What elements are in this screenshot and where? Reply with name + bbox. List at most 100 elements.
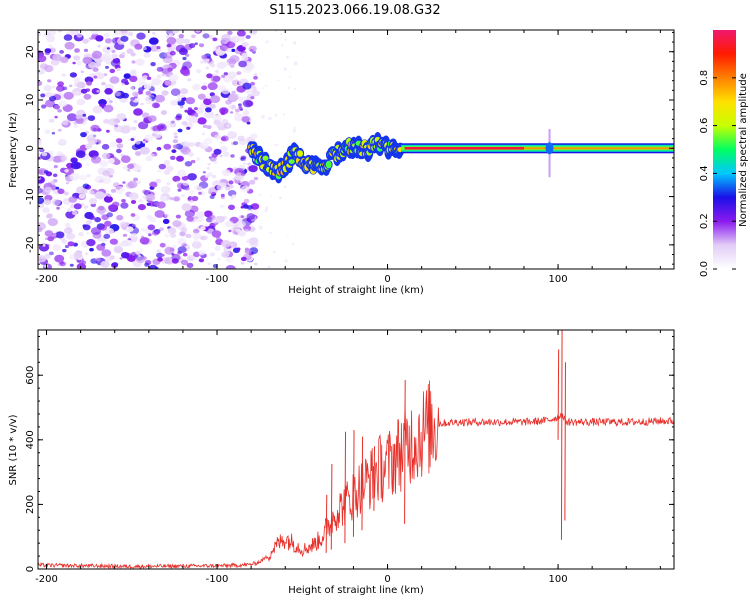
noise-speckle xyxy=(165,165,174,172)
noise-speckle xyxy=(214,134,222,140)
noise-speckle xyxy=(181,97,187,102)
noise-speckle xyxy=(283,185,287,189)
noise-speckle xyxy=(54,115,58,119)
noise-speckle xyxy=(207,262,211,265)
noise-speckle xyxy=(52,173,58,178)
noise-speckle xyxy=(131,126,137,131)
noise-speckle xyxy=(55,231,65,239)
noise-speckle xyxy=(173,132,178,136)
noise-speckle xyxy=(60,56,69,64)
noise-speckle xyxy=(274,30,277,33)
noise-speckle xyxy=(73,251,82,258)
noise-speckle xyxy=(54,104,60,110)
noise-speckle xyxy=(180,94,186,99)
noise-speckle xyxy=(129,75,138,83)
noise-speckle xyxy=(259,72,262,75)
noise-speckle xyxy=(44,129,51,135)
noise-speckle xyxy=(79,174,87,181)
noise-speckle xyxy=(127,180,138,189)
noise-speckle xyxy=(73,124,79,128)
noise-speckle xyxy=(242,162,247,166)
noise-speckle xyxy=(192,83,202,91)
noise-speckle xyxy=(202,171,206,174)
noise-speckle xyxy=(48,251,54,256)
noise-speckle xyxy=(188,43,196,49)
noise-speckle xyxy=(192,232,202,240)
noise-speckle xyxy=(130,233,138,239)
noise-speckle xyxy=(122,233,128,237)
track-band-peak xyxy=(404,146,524,150)
noise-speckle xyxy=(170,99,178,106)
noise-speckle xyxy=(57,109,62,113)
noise-speckle xyxy=(229,241,237,248)
noise-speckle xyxy=(156,252,164,258)
noise-speckle xyxy=(102,177,111,185)
y-tick-label: 400 xyxy=(25,430,36,449)
noise-speckle xyxy=(61,120,69,126)
spectrogram-frame xyxy=(37,29,675,270)
noise-speckle xyxy=(198,43,205,48)
noise-speckle xyxy=(219,154,223,158)
noise-speckle xyxy=(216,184,225,191)
noise-speckle xyxy=(180,146,191,155)
noise-speckle xyxy=(121,78,129,84)
noise-speckle xyxy=(279,196,282,200)
noise-speckle xyxy=(198,250,206,256)
noise-speckle xyxy=(145,155,153,162)
y-tick-label: 20 xyxy=(25,45,36,58)
noise-speckle xyxy=(127,31,134,37)
noise-speckle xyxy=(185,233,192,239)
noise-speckle xyxy=(248,30,258,35)
noise-speckle xyxy=(80,88,88,94)
track-band-peak xyxy=(523,147,674,150)
noise-speckle xyxy=(199,142,209,150)
noise-speckle xyxy=(244,229,249,232)
noise-speckle xyxy=(75,114,82,120)
noise-speckle xyxy=(76,33,83,38)
noise-speckle xyxy=(186,126,191,130)
noise-speckle xyxy=(134,140,141,145)
noise-speckle xyxy=(139,146,150,155)
noise-speckle xyxy=(43,84,52,92)
spectrogram-noise xyxy=(38,30,298,269)
noise-speckle xyxy=(197,93,206,100)
y-tick-label: -20 xyxy=(25,237,36,253)
noise-speckle xyxy=(64,222,71,228)
noise-speckle xyxy=(147,224,156,231)
noise-speckle xyxy=(172,244,177,249)
noise-speckle xyxy=(186,215,194,222)
noise-speckle xyxy=(228,93,239,102)
noise-speckle xyxy=(221,61,230,67)
noise-speckle xyxy=(151,102,160,109)
noise-speckle xyxy=(96,89,100,93)
noise-speckle xyxy=(38,227,43,233)
noise-speckle xyxy=(198,258,205,263)
noise-speckle xyxy=(292,129,296,133)
noise-speckle xyxy=(184,186,190,191)
noise-speckle xyxy=(82,183,90,189)
colorbar-label: Normalized spectral amplitude xyxy=(738,73,749,227)
colorbar-tick-label: 0.0 xyxy=(699,261,710,277)
noise-speckle xyxy=(181,120,188,126)
x-tick-label: -100 xyxy=(206,274,229,285)
noise-speckle xyxy=(228,204,235,210)
noise-speckle xyxy=(214,69,219,73)
noise-speckle xyxy=(142,140,146,144)
noise-speckle xyxy=(182,252,188,257)
noise-speckle xyxy=(90,227,102,235)
noise-speckle xyxy=(250,133,258,139)
noise-speckle xyxy=(248,237,259,245)
noise-speckle xyxy=(209,103,216,109)
noise-speckle xyxy=(154,94,165,103)
noise-speckle xyxy=(109,230,114,234)
noise-speckle xyxy=(105,192,109,196)
noise-speckle xyxy=(177,188,182,192)
noise-speckle xyxy=(154,153,158,157)
noise-speckle xyxy=(220,193,225,197)
noise-speckle xyxy=(211,73,216,77)
noise-speckle xyxy=(131,223,136,227)
noise-speckle xyxy=(228,180,234,185)
